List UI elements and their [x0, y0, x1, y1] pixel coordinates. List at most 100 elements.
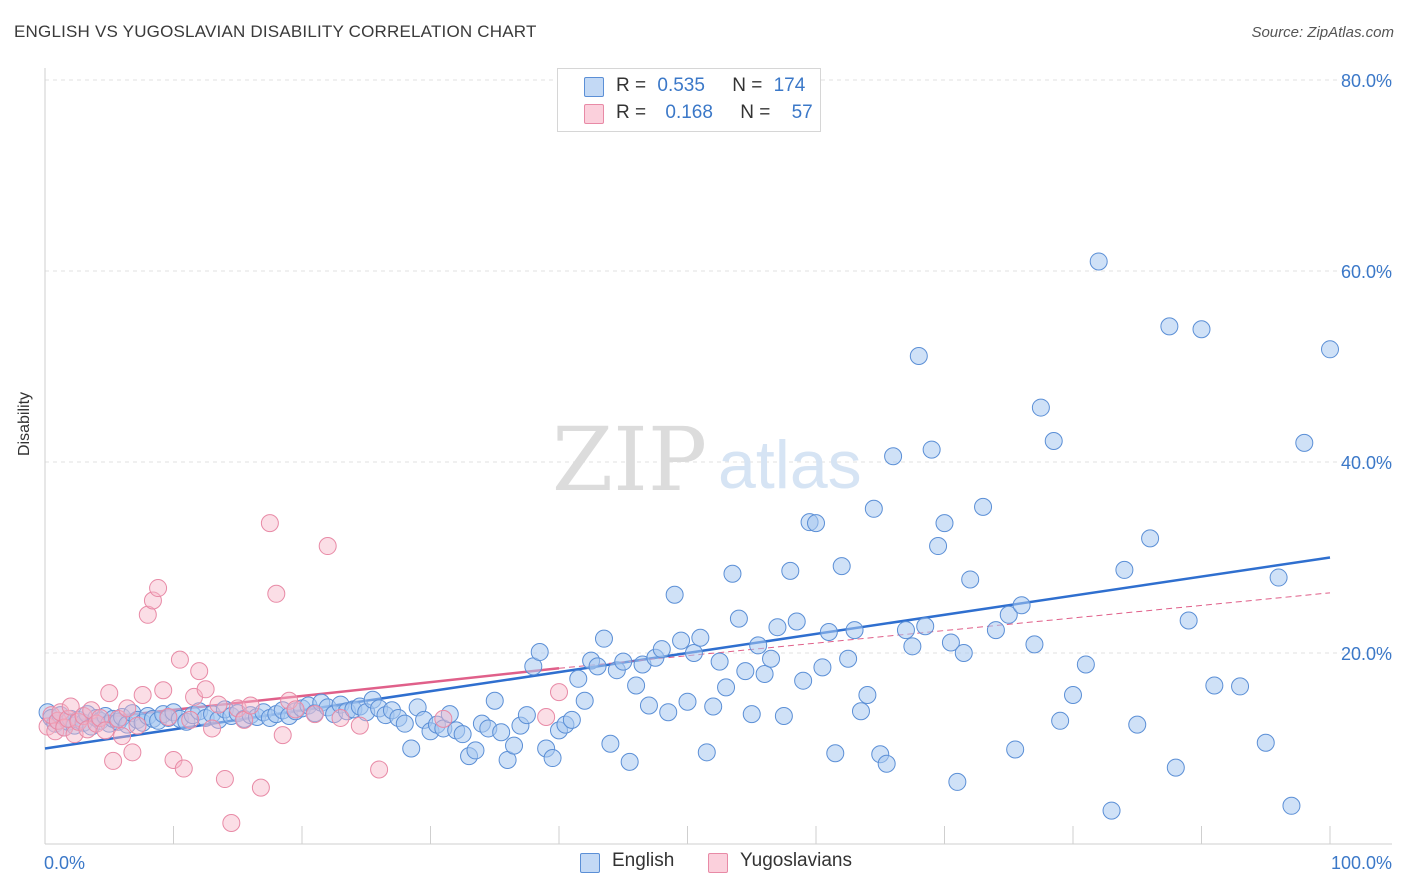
english-point: [736, 662, 755, 681]
chart-title: ENGLISH VS YUGOSLAVIAN DISABILITY CORREL…: [14, 22, 537, 41]
english-point: [440, 705, 459, 724]
english-point: [594, 629, 613, 648]
english-point: [1141, 529, 1160, 548]
english-point: [1160, 317, 1179, 336]
legend-swatch-yugoslavians: [584, 104, 604, 124]
legend-swatch-english: [584, 77, 604, 97]
english-point: [652, 640, 671, 659]
english-point: [723, 564, 742, 583]
english-point: [562, 710, 581, 729]
english-point: [659, 703, 678, 722]
english-point: [1102, 801, 1121, 820]
y-tick-label: 20.0%: [1341, 644, 1392, 664]
english-point: [1205, 676, 1224, 695]
yugoslavian-point: [190, 662, 209, 681]
y-tick-label: 40.0%: [1341, 453, 1392, 473]
y-tick-label: 60.0%: [1341, 262, 1392, 282]
english-point: [941, 633, 960, 652]
legend-label-english: English: [612, 850, 675, 871]
english-point: [909, 346, 928, 365]
yugoslavian-point: [118, 699, 137, 718]
english-point: [575, 691, 594, 710]
legend-r-value: 0.168: [665, 102, 713, 123]
yugoslavian-point: [241, 696, 260, 715]
x-tick-label: 0.0%: [44, 853, 85, 873]
english-point: [826, 744, 845, 763]
y-axis-label: Disability: [16, 391, 33, 456]
english-point: [530, 643, 549, 662]
english-point: [935, 514, 954, 533]
english-point: [755, 665, 774, 684]
english-point: [588, 657, 607, 676]
yugoslavian-point: [203, 719, 222, 738]
english-point: [601, 734, 620, 753]
legend-n-value: 57: [791, 102, 813, 123]
english-point: [672, 631, 691, 650]
yugoslavian-point: [113, 727, 132, 746]
english-point: [922, 440, 941, 459]
english-point: [1192, 320, 1211, 339]
english-point: [1012, 596, 1031, 615]
english-point: [665, 585, 684, 604]
english-point: [729, 609, 748, 628]
english-point: [1231, 677, 1250, 696]
yugoslavian-point: [133, 686, 152, 705]
yugoslavian-point: [260, 514, 279, 533]
yugoslavian-point: [46, 722, 65, 741]
yugoslavian-point: [174, 759, 193, 778]
english-point: [877, 754, 896, 773]
english-point: [929, 537, 948, 556]
english-point: [517, 706, 536, 725]
english-point: [1321, 340, 1339, 359]
yugoslavian-point: [159, 707, 178, 726]
english-point: [1115, 560, 1134, 579]
english-point: [961, 570, 980, 589]
yugoslavian-point: [104, 751, 123, 770]
yugoslavian-point: [170, 650, 189, 669]
english-point: [986, 621, 1005, 640]
yugoslavian-point: [331, 708, 350, 727]
english-point: [505, 736, 524, 755]
english-point: [1044, 431, 1063, 450]
yugoslavian-point: [82, 701, 101, 720]
english-point: [492, 723, 511, 742]
english-point: [999, 605, 1018, 624]
english-point: [704, 697, 723, 716]
english-point: [485, 691, 504, 710]
yugoslavian-point: [61, 697, 80, 716]
yugoslavian-point: [215, 770, 234, 789]
english-point: [395, 714, 414, 733]
english-point: [466, 741, 485, 760]
english-point: [717, 678, 736, 697]
legend-n-label: N =: [740, 102, 771, 123]
english-point: [781, 561, 800, 580]
yugoslavian-point: [251, 778, 270, 797]
english-point: [614, 652, 633, 671]
source-label: Source: ZipAtlas.com: [1251, 24, 1394, 41]
yugoslavian-point: [370, 760, 389, 779]
legend-n-label: N =: [732, 75, 763, 96]
y-tick-label: 80.0%: [1341, 71, 1392, 91]
english-point: [794, 671, 813, 690]
grid-lines: [45, 79, 1392, 654]
english-point: [1282, 796, 1301, 815]
english-point: [1031, 398, 1050, 417]
english-point: [1256, 733, 1275, 752]
tick-labels: 20.0% 40.0% 60.0% 80.0% 0.0% 100.0%: [44, 71, 1392, 873]
english-point: [1179, 611, 1198, 630]
yugoslavian-point: [286, 700, 305, 719]
english-point: [620, 752, 639, 771]
english-point: [916, 617, 935, 636]
english-point: [543, 749, 562, 768]
legend-r-label: R =: [616, 102, 647, 123]
english-point: [762, 649, 781, 668]
english-point: [627, 676, 646, 695]
english-point: [832, 557, 851, 576]
english-point: [1064, 686, 1082, 705]
english-point: [768, 618, 787, 637]
legend-stats: R = 0.535 N = 174 R = 0.168 N = 57: [557, 68, 821, 132]
english-point: [710, 652, 729, 671]
watermark-atlas: atlas: [718, 427, 862, 503]
english-point: [749, 636, 768, 655]
